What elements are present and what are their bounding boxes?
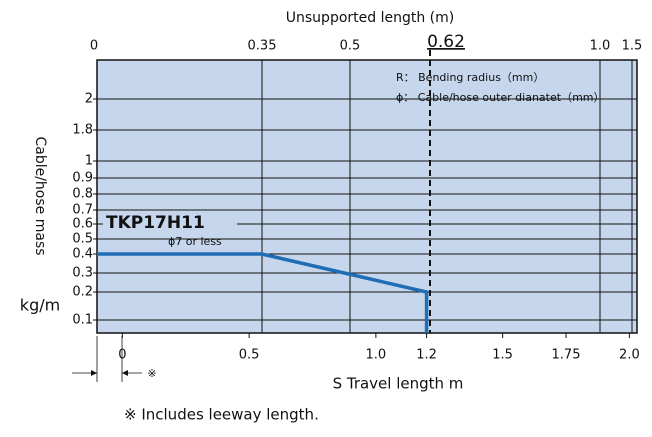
y-unit: kg/m (20, 296, 60, 315)
x2-tick-label: 0 (90, 39, 98, 54)
x2-tick-label: 0.62 (427, 32, 465, 52)
y-tick-label: 0.3 (72, 266, 93, 281)
plot-area (96, 59, 638, 334)
label-bg (103, 212, 237, 234)
y-tick-label: 0.8 (72, 187, 93, 202)
legend-note: R： Bending radius（mm） (396, 71, 544, 84)
top-axis-title: Unsupported length (m) (286, 10, 454, 26)
y-tick-label: 0.4 (72, 247, 93, 262)
y-tick-label: 2 (85, 92, 93, 107)
x-tick-label: 1.5 (492, 348, 513, 363)
x-axis-title: S Travel length m (333, 375, 464, 393)
y-tick-label: 0.6 (72, 217, 93, 232)
leeway-dimension (72, 336, 142, 382)
leeway-mark: ※ (147, 367, 156, 380)
x2-tick-label: 1.0 (590, 39, 611, 54)
x-tick-label: 1.75 (552, 348, 581, 363)
x2-tick-label: 1.5 (622, 39, 643, 54)
x-tick-label: 2.0 (619, 348, 640, 363)
legend-note: ϕ： Cable/hose outer dianatet（mm） (396, 91, 605, 104)
data-line (97, 252, 429, 333)
x-tick-label: 1.2 (416, 348, 437, 363)
y-tick-label: 0.5 (72, 232, 93, 247)
y-tick-label: 1.8 (72, 123, 93, 138)
y-tick-label: 1 (85, 154, 93, 169)
y-tick-label: 0.7 (72, 203, 93, 218)
y-tick-label: 0.1 (72, 313, 93, 328)
x2-tick-label: 0.5 (340, 39, 361, 54)
x-tick-label: 1.0 (366, 348, 387, 363)
y-tick-label: 0.2 (72, 285, 93, 300)
y-tick-label: 0.9 (72, 171, 93, 186)
grid (93, 50, 637, 333)
footnote: ※ Includes leeway length. (124, 406, 319, 424)
x-tick-label: 0 (118, 348, 126, 363)
condition-label: ϕ7 or less (168, 235, 222, 248)
x2-tick-label: 0.35 (248, 39, 277, 54)
y-axis-title: Cable/hose mass (32, 136, 48, 255)
model-label: TKP17H11 (106, 213, 205, 233)
x-tick-label: 0.5 (239, 348, 260, 363)
